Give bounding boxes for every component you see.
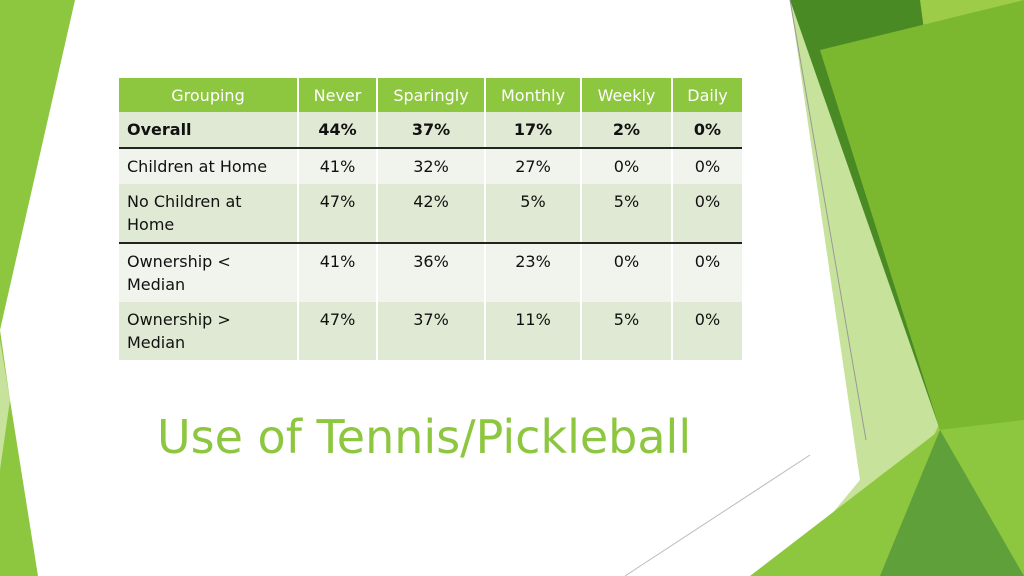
row-label: Overall (119, 112, 299, 149)
cell-value: 0% (672, 302, 742, 360)
table-row: Children at Home 41% 32% 27% 0% 0% (119, 148, 742, 184)
thin-line-diagonal (624, 454, 811, 576)
cell-value: 41% (298, 243, 378, 302)
cell-value: 32% (377, 148, 486, 184)
table-row: Overall 44% 37% 17% 2% 0% (119, 112, 742, 149)
cell-value: 37% (377, 112, 486, 149)
cell-value: 42% (377, 184, 486, 244)
cell-value: 44% (298, 112, 378, 149)
table-row: No Children at Home 47% 42% 5% 5% 0% (119, 184, 742, 244)
table-row: Ownership < Median 41% 36% 23% 0% 0% (119, 243, 742, 302)
table-header-row: Grouping Never Sparingly Monthly Weekly … (119, 78, 742, 112)
cell-value: 5% (581, 302, 673, 360)
left-green-shape-lower (0, 330, 38, 576)
cell-value: 47% (298, 302, 378, 360)
cell-value: 27% (485, 148, 582, 184)
cell-value: 5% (485, 184, 582, 244)
slide-title: Use of Tennis/Pickleball (157, 410, 692, 464)
cell-value: 47% (298, 184, 378, 244)
cell-value: 0% (672, 148, 742, 184)
right-accent-shape (820, 0, 1024, 430)
cell-value: 0% (672, 184, 742, 244)
cell-value: 0% (672, 112, 742, 149)
cell-value: 11% (485, 302, 582, 360)
header-weekly: Weekly (581, 78, 673, 112)
cell-value: 0% (672, 243, 742, 302)
cell-value: 5% (581, 184, 673, 244)
cell-value: 41% (298, 148, 378, 184)
left-light-shape (0, 340, 10, 470)
row-label: Ownership < Median (119, 243, 299, 302)
cell-value: 0% (581, 148, 673, 184)
cell-value: 36% (377, 243, 486, 302)
cell-value: 37% (377, 302, 486, 360)
cell-value: 2% (581, 112, 673, 149)
header-monthly: Monthly (485, 78, 582, 112)
cell-value: 23% (485, 243, 582, 302)
row-label: Children at Home (119, 148, 299, 184)
header-sparingly: Sparingly (377, 78, 486, 112)
left-green-shape (0, 0, 75, 330)
thin-line-vertical (789, 0, 867, 441)
bottom-dark-shape (880, 430, 1024, 576)
row-label: Ownership > Median (119, 302, 299, 360)
cell-value: 17% (485, 112, 582, 149)
table-row: Ownership > Median 47% 37% 11% 5% 0% (119, 302, 742, 360)
header-daily: Daily (672, 78, 742, 112)
usage-table: Grouping Never Sparingly Monthly Weekly … (119, 78, 742, 360)
header-never: Never (298, 78, 378, 112)
row-label: No Children at Home (119, 184, 299, 244)
header-grouping: Grouping (119, 78, 299, 112)
cell-value: 0% (581, 243, 673, 302)
